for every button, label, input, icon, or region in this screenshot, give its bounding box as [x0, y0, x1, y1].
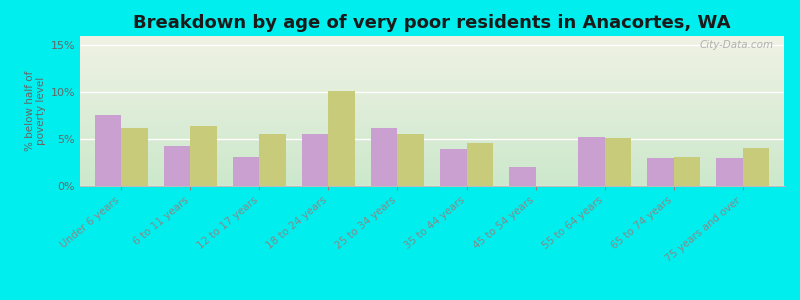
Bar: [466, 143, 493, 186]
Bar: [122, 128, 148, 186]
Bar: [302, 134, 329, 186]
Bar: [234, 157, 259, 186]
Bar: [95, 115, 122, 186]
Bar: [440, 149, 466, 186]
Bar: [674, 157, 700, 186]
Bar: [605, 138, 630, 186]
Bar: [164, 146, 190, 186]
Text: City-Data.com: City-Data.com: [699, 40, 774, 50]
Bar: [329, 91, 354, 186]
Bar: [190, 126, 217, 186]
Bar: [398, 134, 424, 186]
Bar: [510, 167, 535, 186]
Y-axis label: % below half of
poverty level: % below half of poverty level: [25, 71, 46, 151]
Bar: [742, 148, 769, 186]
Bar: [716, 158, 742, 186]
Bar: [578, 137, 605, 186]
Bar: [371, 128, 398, 186]
Title: Breakdown by age of very poor residents in Anacortes, WA: Breakdown by age of very poor residents …: [134, 14, 730, 32]
Bar: [647, 158, 674, 186]
Bar: [259, 134, 286, 186]
